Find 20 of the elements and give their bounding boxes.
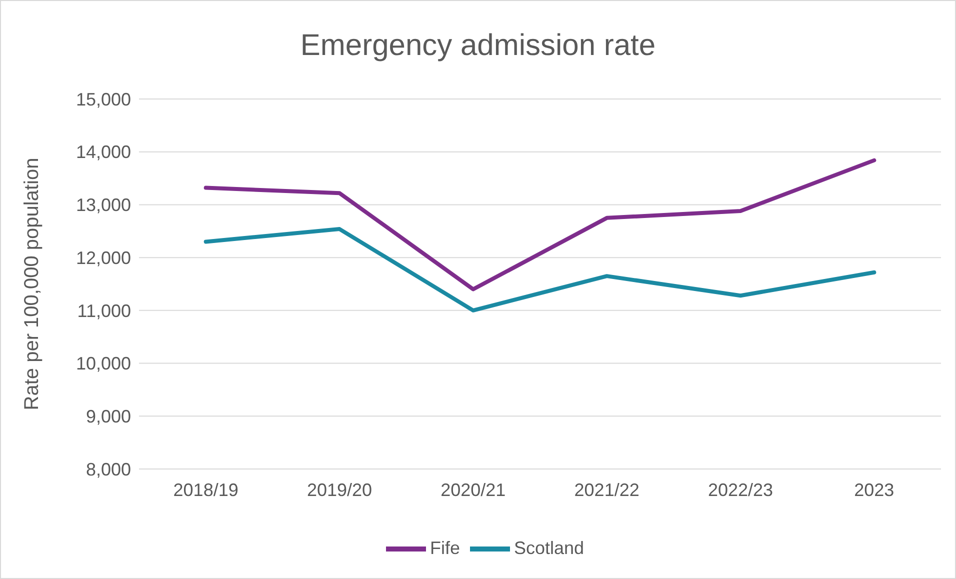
y-tick-label: 12,000 — [76, 248, 131, 268]
y-axis-title: Rate per 100,000 population — [21, 158, 44, 410]
x-tick-label: 2020/21 — [440, 480, 506, 500]
y-tick-label: 10,000 — [76, 354, 131, 374]
x-tick-label: 2022/23 — [708, 480, 774, 500]
line-series — [204, 227, 876, 312]
y-tick-label: 9,000 — [86, 406, 131, 427]
line-series — [204, 158, 876, 292]
x-tick-label: 2023 — [854, 480, 894, 500]
legend-label: Scotland — [514, 538, 584, 558]
y-tick-label: 14,000 — [76, 142, 131, 162]
y-tick-label: 15,000 — [76, 89, 131, 110]
x-tick-label: 2018/19 — [173, 480, 238, 500]
chart-title: Emergency admission rate — [299, 29, 657, 63]
y-tick-label: 8,000 — [86, 459, 131, 480]
y-tick-label: 13,000 — [76, 195, 131, 216]
y-tick-label: 11,000 — [77, 300, 131, 321]
x-tick-label: 2019/20 — [306, 480, 372, 500]
x-tick-label: 2021/22 — [574, 480, 640, 500]
legend-label: Fife — [430, 538, 460, 558]
